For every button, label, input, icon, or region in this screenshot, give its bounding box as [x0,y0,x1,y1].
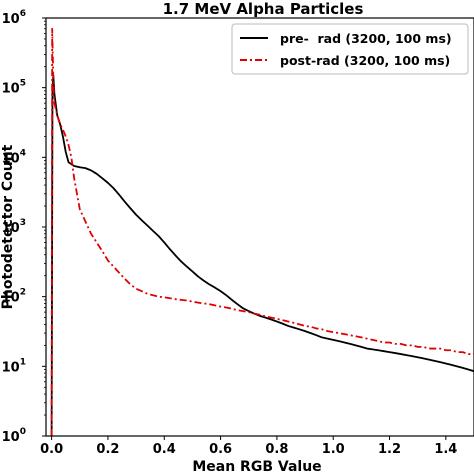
x-tick-label: 1.2 [378,442,401,457]
y-tick-label: 106 [2,9,26,27]
y-tick-label: 102 [2,288,26,306]
y-tick-label: 100 [2,427,26,445]
y-axis-title: Photodetector Count [0,144,16,309]
x-axis-title: Mean RGB Value [192,459,321,474]
legend-label-post-rad: post-rad (3200, 100 ms) [280,53,450,68]
x-tick-label: 0.8 [265,442,288,457]
y-tick-label: 101 [2,357,26,375]
plot-area [46,18,474,436]
series-layer [50,27,474,437]
y-axis: 100 101 102 103 104 105 106 [2,9,46,445]
series-line-post-rad [50,27,474,437]
x-tick-label: 0.0 [40,442,63,457]
x-tick-label: 1.4 [434,442,457,457]
y-tick-label: 105 [2,79,26,97]
legend-label-pre-rad: pre- rad (3200, 100 ms) [280,31,452,46]
y-tick-label: 103 [2,218,26,236]
y-tick-label: 104 [2,148,26,166]
x-tick-label: 1.0 [322,442,345,457]
legend: pre- rad (3200, 100 ms) post-rad (3200, … [231,23,469,75]
x-tick-label: 0.2 [96,442,119,457]
series-line-pre-rad [50,74,474,437]
x-axis: 0.0 0.2 0.4 0.6 0.8 1.0 1.2 1.4 [40,436,457,457]
x-tick-label: 0.4 [153,442,176,457]
chart-title: 1.7 MeV Alpha Particles [163,0,364,18]
x-tick-label: 0.6 [209,442,232,457]
legend-box [231,23,469,75]
